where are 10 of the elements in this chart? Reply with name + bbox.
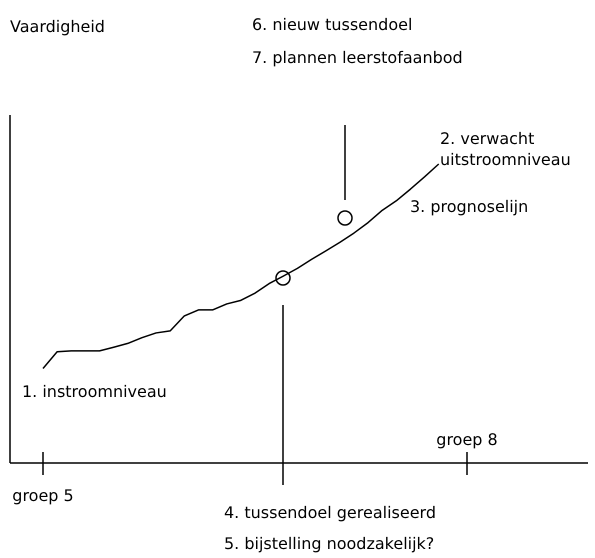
- annotation: 3. prognoselijn: [410, 197, 528, 216]
- text: Vaardigheid: [10, 17, 105, 36]
- text: 7. plannen leerstofaanbod: [252, 48, 463, 67]
- x-tick-label: groep 8: [436, 430, 498, 449]
- annotation: 1. instroomniveau: [22, 382, 167, 401]
- text: 6. nieuw tussendoel: [252, 15, 412, 34]
- text: 4. tussendoel gerealiseerd: [224, 503, 436, 522]
- x-tick-label: groep 5: [12, 486, 74, 505]
- annotation: 2. verwacht uitstroomniveau: [440, 129, 571, 169]
- text: 5. bijstelling noodzakelijk?: [224, 534, 434, 553]
